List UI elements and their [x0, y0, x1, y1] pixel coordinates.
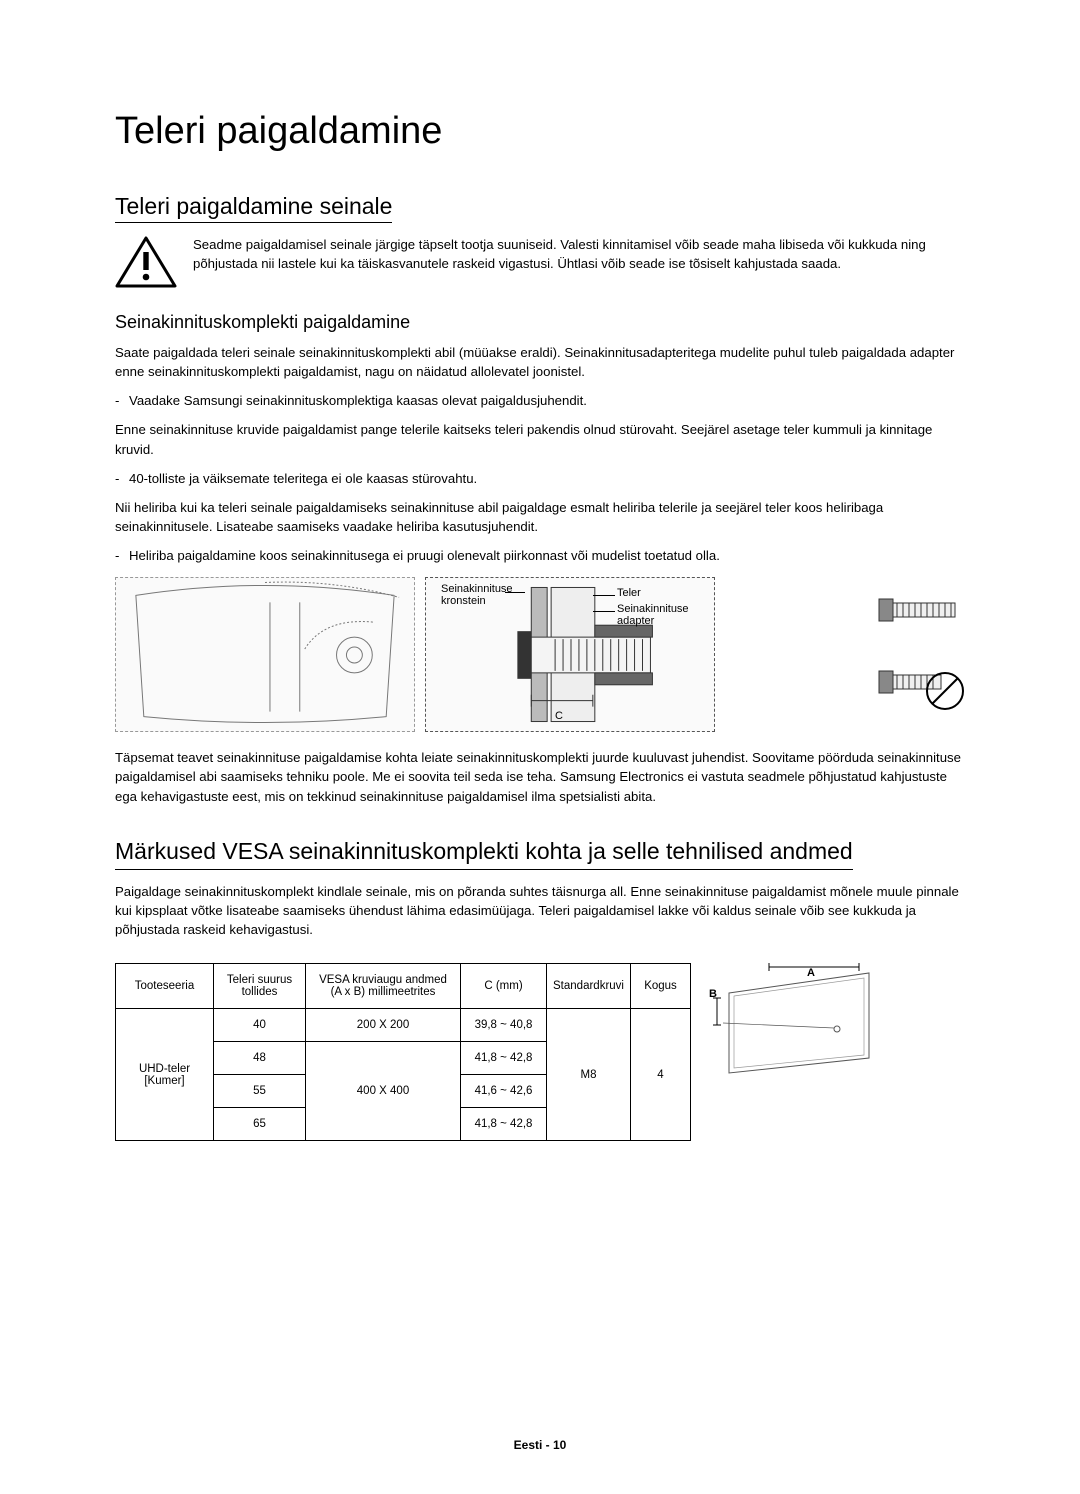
- sub-heading-kit: Seinakinnituskomplekti paigaldamine: [115, 312, 965, 333]
- wallmount-diagram: Seinakinnituse kronstein Teler Seinakinn…: [115, 577, 965, 732]
- body-paragraph: Paigaldage seinakinnituskomplekt kindlal…: [115, 882, 965, 939]
- diagram-label-bracket: Seinakinnituse kronstein: [441, 583, 513, 607]
- table-cell: 48: [214, 1042, 306, 1075]
- screw-not-ok-illustration: [875, 657, 965, 722]
- section-heading-wallmount: Teleri paigaldamine seinale: [115, 193, 392, 223]
- screw-ok-illustration: [875, 585, 965, 640]
- table-cell: 40: [214, 1009, 306, 1042]
- vesa-spec-table: Tooteseeria Teleri suurus tollides VESA …: [115, 963, 691, 1141]
- warning-icon: [115, 235, 177, 294]
- section-heading-vesa: Märkused VESA seinakinnituskomplekti koh…: [115, 836, 853, 870]
- tv-bracket-illustration: [116, 577, 414, 732]
- table-cell: M8: [547, 1009, 631, 1141]
- bullet-item: Heliriba paigaldamine koos seinakinnitus…: [115, 546, 965, 565]
- table-header: Kogus: [631, 964, 691, 1009]
- table-cell: 41,8 ~ 42,8: [461, 1042, 547, 1075]
- diagram-label-tv: Teler: [617, 587, 641, 599]
- body-paragraph: Saate paigaldada teleri seinale seinakin…: [115, 343, 965, 381]
- table-cell: 41,6 ~ 42,6: [461, 1075, 547, 1108]
- table-header: Tooteseeria: [116, 964, 214, 1009]
- table-cell: 65: [214, 1108, 306, 1141]
- table-header: Standardkruvi: [547, 964, 631, 1009]
- bullet-item: Vaadake Samsungi seinakinnituskomplektig…: [115, 391, 965, 410]
- body-paragraph: Enne seinakinnituse kruvide paigaldamist…: [115, 420, 965, 458]
- warning-block: Seadme paigaldamisel seinale järgige täp…: [115, 235, 965, 294]
- table-cell: 4: [631, 1009, 691, 1141]
- arrow-line: [593, 611, 615, 612]
- dim-label-b: B: [709, 988, 717, 1000]
- diagram-label-c: C: [555, 710, 563, 722]
- table-row: UHD-teler [Kumer] 40 200 X 200 39,8 ~ 40…: [116, 1009, 691, 1042]
- tv-dimension-sketch: A B: [709, 963, 879, 1088]
- arrow-line: [505, 592, 525, 593]
- table-header: Teleri suurus tollides: [214, 964, 306, 1009]
- dim-label-a: A: [807, 967, 815, 979]
- body-paragraph: Täpsemat teavet seinakinnituse paigaldam…: [115, 748, 965, 805]
- table-cell: 41,8 ~ 42,8: [461, 1108, 547, 1141]
- table-cell: 200 X 200: [306, 1009, 461, 1042]
- table-cell: 400 X 400: [306, 1042, 461, 1141]
- arrow-line: [593, 595, 615, 596]
- warning-text: Seadme paigaldamisel seinale järgige täp…: [193, 235, 965, 273]
- table-cell: 39,8 ~ 40,8: [461, 1009, 547, 1042]
- table-cell: UHD-teler [Kumer]: [116, 1009, 214, 1141]
- page-footer: Eesti - 10: [0, 1438, 1080, 1452]
- table-cell: 55: [214, 1075, 306, 1108]
- body-paragraph: Nii heliriba kui ka teleri seinale paiga…: [115, 498, 965, 536]
- page-title: Teleri paigaldamine: [115, 110, 965, 153]
- table-header: C (mm): [461, 964, 547, 1009]
- diagram-label-adapter: Seinakinnituse adapter: [617, 603, 689, 627]
- table-header: VESA kruviaugu andmed (A x B) millimeetr…: [306, 964, 461, 1009]
- bullet-item: 40-tolliste ja väiksemate teleritega ei …: [115, 469, 965, 488]
